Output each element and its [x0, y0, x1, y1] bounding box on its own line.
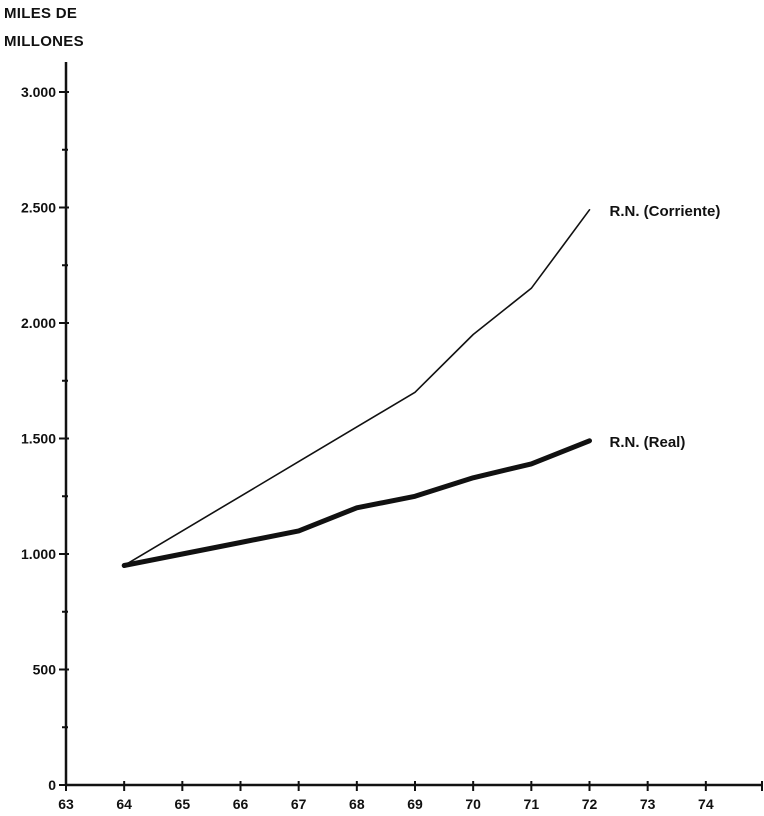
series-layer: [121, 209, 592, 568]
x-ticks: 63 64 65 66 67 68 69 70 71 72 73 74: [58, 781, 763, 812]
x-tick-label: 64: [116, 796, 132, 812]
y-tick-label: 3.000: [21, 84, 56, 100]
y-tick-label: 1.500: [21, 431, 56, 447]
y-axis-label-line-2: MILLONES: [4, 33, 84, 50]
x-tick-label: 71: [524, 796, 540, 812]
y-ticks: 0 500 1.000 1.500 2.000 2.500 3.000: [21, 84, 69, 793]
x-tick-label: 63: [58, 796, 74, 812]
x-tick-label: 70: [465, 796, 481, 812]
x-tick-label: 66: [233, 796, 249, 812]
x-tick-label: 74: [698, 796, 714, 812]
y-tick-label: 500: [33, 662, 57, 678]
x-tick-label: 72: [582, 796, 598, 812]
y-tick-label: 2.500: [21, 200, 56, 216]
y-axis-label-line-1: MILES DE: [4, 5, 78, 22]
series-line-corriente: [123, 209, 591, 567]
series-label-corriente: R.N. (Corriente): [610, 203, 721, 220]
y-tick-label: 1.000: [21, 546, 56, 562]
x-tick-label: 69: [407, 796, 423, 812]
x-tick-label: 68: [349, 796, 365, 812]
x-tick-label: 65: [175, 796, 191, 812]
y-tick-label: 0: [48, 777, 56, 793]
series-line-real: [121, 438, 592, 568]
series-label-real: R.N. (Real): [610, 434, 686, 451]
series-labels: R.N. (Corriente) R.N. (Real): [610, 203, 721, 451]
x-tick-label: 67: [291, 796, 307, 812]
y-tick-label: 2.000: [21, 315, 56, 331]
x-tick-label: 73: [640, 796, 656, 812]
